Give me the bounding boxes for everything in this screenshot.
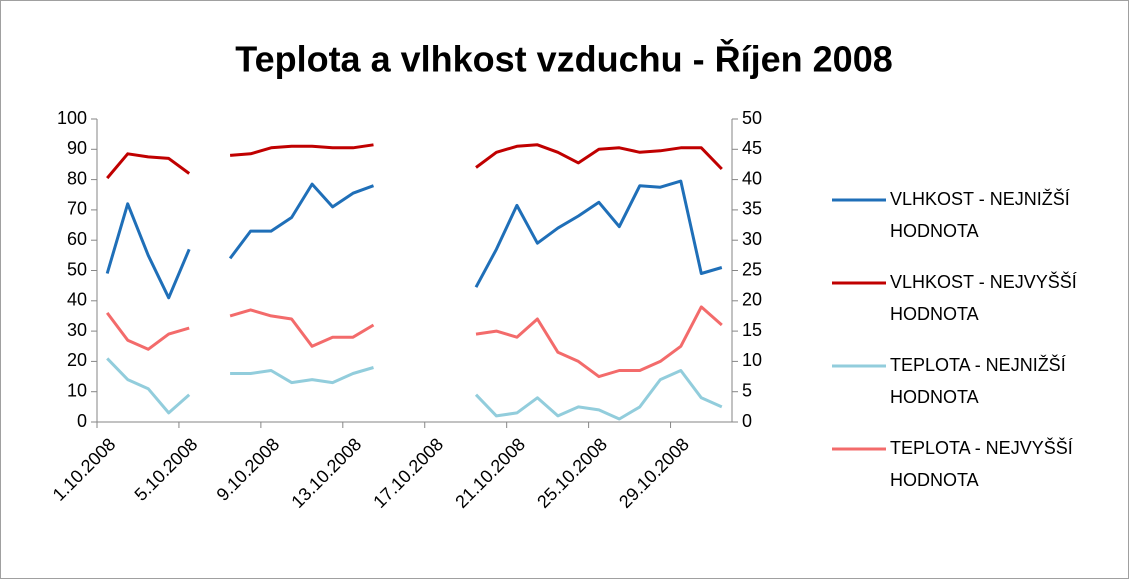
y2-tick-label: 30 [742,229,762,249]
y2-tick-label: 10 [742,350,762,370]
y-tick-label: 100 [57,108,87,128]
legend-label-line: HODNOTA [890,470,979,490]
y-tick-label: 60 [67,229,87,249]
y2-tick-label: 40 [742,168,762,188]
legend-label-line: TEPLOTA - NEJNIŽŠÍ [890,354,1066,375]
y2-tick-label: 45 [742,138,762,158]
y2-tick-label: 50 [742,108,762,128]
y2-tick-label: 5 [742,380,752,400]
y-tick-label: 0 [77,411,87,431]
legend-label-line: VLHKOST - NEJNIŽŠÍ [890,188,1070,209]
y-tick-label: 90 [67,138,87,158]
y-tick-label: 80 [67,168,87,188]
y-tick-label: 30 [67,320,87,340]
chart-title: Teplota a vlhkost vzduchu - Říjen 2008 [235,38,893,80]
legend-label-line: VLHKOST - NEJVYŠŠÍ [890,271,1077,292]
legend-label: VLHKOST - NEJNIŽŠÍ HODNOTA [890,188,1070,241]
y-tick-label: 40 [67,290,87,310]
legend-label-line: TEPLOTA - NEJVYŠŠÍ [890,437,1073,458]
y-tick-label: 20 [67,350,87,370]
series-line [106,305,723,379]
legend-label: VLHKOST - NEJVYŠŠÍ HODNOTA [890,271,1077,324]
legend-label: TEPLOTA - NEJNIŽŠÍ HODNOTA [890,354,1066,407]
y2-tick-label: 15 [742,320,762,340]
series-line [106,143,723,180]
legend-label: TEPLOTA - NEJVYŠŠÍ HODNOTA [890,437,1073,490]
y-tick-label: 50 [67,259,87,279]
legend-label-line: HODNOTA [890,304,979,324]
y-tick-label: 70 [67,199,87,219]
series-line [106,357,723,421]
legend-label-line: HODNOTA [890,387,979,407]
y2-tick-label: 35 [742,199,762,219]
y-tick-label: 10 [67,380,87,400]
series-line [105,179,723,300]
legend-label-line: HODNOTA [890,221,979,241]
y2-tick-label: 0 [742,411,752,431]
y2-tick-label: 20 [742,290,762,310]
y2-tick-label: 25 [742,259,762,279]
